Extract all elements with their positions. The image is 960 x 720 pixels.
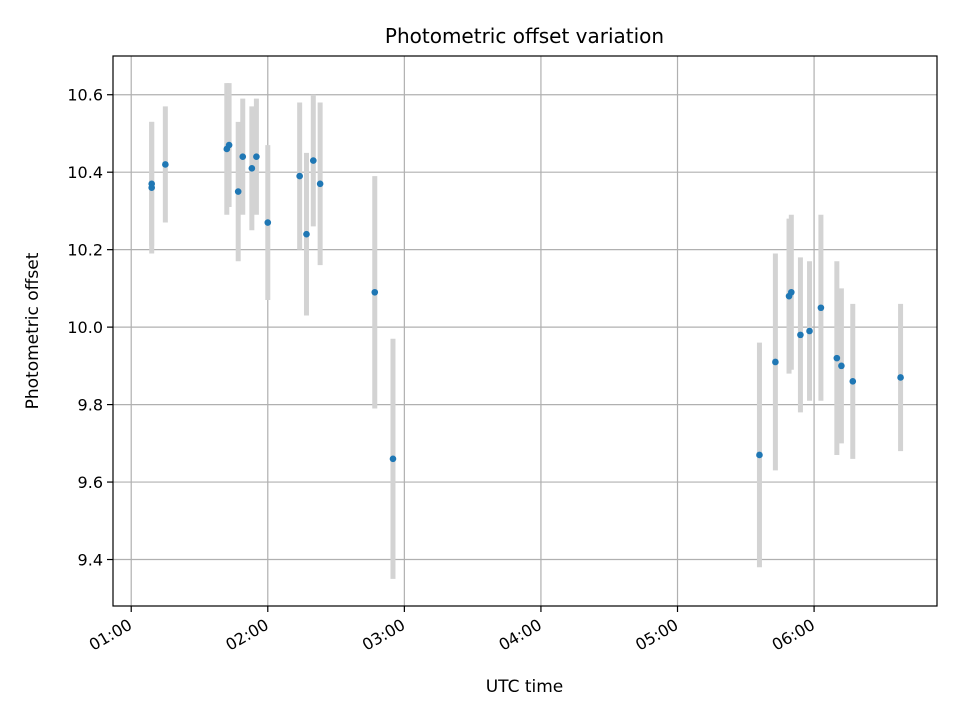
data-point [849, 378, 857, 385]
y-axis-title: Photometric offset [23, 252, 43, 409]
data-point [162, 161, 169, 168]
data-point [248, 165, 256, 172]
data-point [371, 288, 379, 296]
data-point [788, 288, 795, 296]
plot-frame [112, 55, 938, 607]
data-point [806, 327, 813, 335]
y-tick-label: 9.4 [78, 551, 103, 570]
y-tick-label: 10.6 [67, 86, 103, 105]
data-point [303, 230, 310, 238]
chart-title: Photometric offset variation [385, 24, 664, 48]
data-point [253, 153, 260, 161]
data-point [833, 354, 841, 362]
data-point [797, 331, 804, 339]
y-tick-label: 10.4 [67, 163, 103, 182]
data-point [897, 374, 904, 381]
data-point [310, 157, 317, 164]
y-tick-label: 10.0 [67, 318, 103, 337]
data-point [225, 141, 233, 149]
data-points [148, 141, 904, 463]
data-point [389, 455, 397, 463]
y-tick-label: 9.8 [78, 396, 103, 415]
data-point [838, 362, 845, 370]
y-tick-label: 9.6 [78, 473, 103, 492]
data-point [817, 304, 825, 312]
data-point [264, 219, 272, 226]
data-point [239, 153, 247, 161]
data-point [148, 180, 155, 188]
x-axis-title: UTC time [486, 677, 564, 697]
y-tick-label: 10.2 [67, 241, 103, 260]
data-point [772, 358, 779, 366]
data-point [234, 188, 242, 195]
data-point [316, 180, 324, 188]
data-point [756, 451, 763, 459]
data-point [296, 172, 303, 180]
